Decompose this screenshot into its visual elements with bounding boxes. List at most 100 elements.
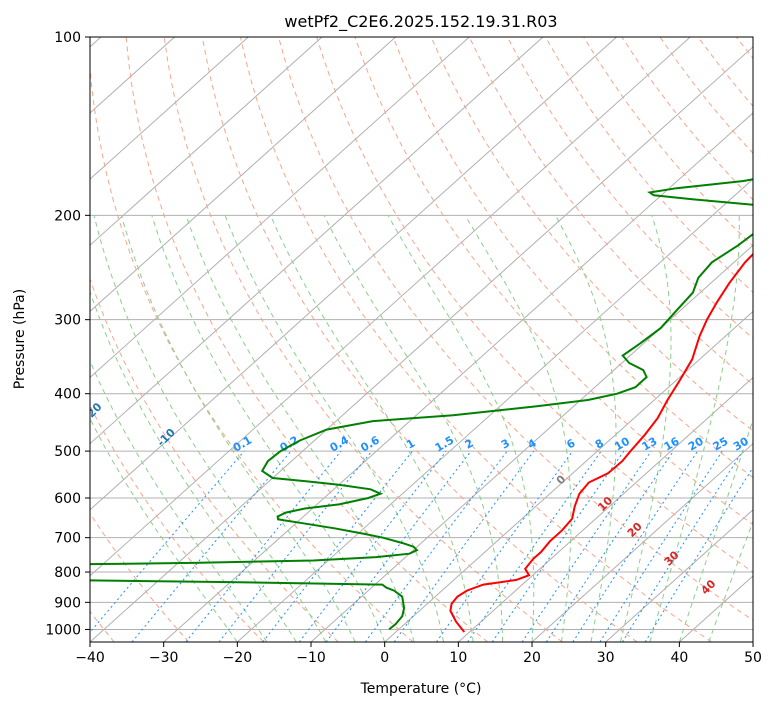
y-tick-label: 500 [54, 444, 81, 460]
mixing-ratio-line [545, 450, 674, 642]
moist-adiabat-line [323, 215, 504, 642]
y-axis-label: Pressure (hPa) [12, 289, 28, 389]
y-tick-label: 100 [54, 30, 81, 46]
isotherm-line [90, 37, 691, 577]
mixing-ratio-line [185, 450, 342, 642]
mixing-ratio-line [393, 450, 535, 642]
moist-adiabat-line [151, 215, 386, 642]
moist-adiabat-line [270, 215, 474, 642]
isotherm-line [90, 37, 396, 312]
mixing-ratio-line [435, 450, 574, 642]
x-tick-label: −10 [296, 650, 326, 666]
moist-adiabat-line [464, 215, 572, 642]
isotherm-line [163, 112, 753, 642]
mixing-ratio-line [521, 450, 652, 642]
dry-adiabat-line [201, 37, 638, 642]
moist-adiabat-line [387, 215, 535, 642]
moist-adiabat-line [708, 520, 753, 642]
moist-adiabat-label: 20 [625, 520, 645, 540]
isotherm-line [752, 641, 753, 642]
dry-adiabat-line [583, 37, 753, 247]
y-tick-label: 400 [54, 387, 81, 403]
isotherm-line [90, 37, 470, 379]
mixing-ratio-line [621, 450, 744, 642]
moist-adiabat-line [120, 215, 356, 642]
axes: −40 −30 −20 −10 0 10 20 30 40 5010020030040050060… [45, 30, 762, 666]
dry-adiabat-line [278, 37, 753, 621]
y-tick-label: 1000 [45, 622, 81, 638]
isotherm-line [90, 37, 249, 180]
isotherm-line [458, 376, 753, 642]
moist-adiabat-line [90, 359, 268, 642]
x-tick-label: 0 [380, 650, 389, 666]
moist-adiabat-line [619, 215, 672, 642]
y-tick-label: 800 [54, 565, 81, 581]
temperature-profile-line [449, 252, 753, 633]
y-tick-label: 200 [54, 208, 81, 224]
dry-adiabat-line [90, 277, 339, 642]
dry-adiabat-line [659, 37, 753, 154]
x-tick-label: 10 [449, 650, 467, 666]
isotherm-line [90, 37, 617, 511]
dry-adiabat-line [90, 62, 414, 642]
dry-adiabat-line [125, 37, 489, 642]
mixing-ratio-line [131, 450, 292, 642]
dry-adiabat-line [240, 37, 713, 642]
dry-adiabat-line [316, 37, 753, 573]
dry-adiabat-line [90, 404, 264, 642]
mixing-ratio-line [644, 466, 753, 642]
dry-adiabat-line [735, 37, 753, 60]
isotherm-line [90, 37, 323, 246]
dewpoint-profile-line [90, 178, 753, 631]
mixing-ratio-line [572, 450, 699, 642]
mixing-ratio-line [325, 450, 472, 642]
mixing-ratio-line [599, 450, 723, 642]
mixing-ratio-label: 2 [463, 437, 476, 452]
moist-adiabat-line [678, 418, 753, 642]
isotherm-line [679, 575, 753, 642]
isotherm-line [90, 46, 753, 642]
moist-adiabat-label: 0 [554, 472, 569, 487]
dry-adiabat-line [90, 512, 190, 642]
x-tick-label: 30 [597, 650, 615, 666]
mixing-ratio-label: 36 [752, 434, 772, 453]
dry-adiabat-label: -10 [155, 426, 178, 449]
isotherm-line [384, 310, 753, 642]
y-tick-label: 600 [54, 491, 81, 507]
moist-adiabat-line [185, 215, 415, 642]
mixing-ratio-line [90, 450, 245, 634]
x-tick-label: 40 [670, 650, 688, 666]
mixing-ratio-label: 1 [404, 437, 417, 452]
x-axis-label: Temperature (°C) [360, 681, 482, 697]
x-tick-label: 50 [744, 650, 762, 666]
isotherm-line [605, 509, 753, 642]
dry-adiabat-line [163, 37, 563, 642]
plot-area: 0.10.20.40.611.52346810131620253036-100-… [81, 37, 772, 642]
y-tick-label: 700 [54, 531, 81, 547]
plot-frame [89, 36, 754, 643]
x-tick-label: 20 [523, 650, 541, 666]
moist-adiabat-line [224, 215, 445, 642]
dry-adiabat-label: -20 [81, 400, 104, 423]
x-tick-label: −20 [223, 650, 253, 666]
mixing-ratio-label: 3 [499, 437, 512, 452]
moist-adiabat-line [90, 417, 238, 642]
dry-adiabat-line [430, 37, 753, 432]
dry-adiabat-line [392, 37, 753, 479]
mixing-ratio-label: 8 [593, 437, 606, 452]
dry-adiabat-line [354, 37, 753, 526]
mixing-ratio-line [364, 450, 508, 642]
dry-adiabat-line [506, 37, 753, 340]
mixing-ratio-line [298, 450, 447, 642]
y-tick-label: 300 [54, 313, 81, 329]
isotherm-line [236, 178, 753, 642]
dry-adiabat-line [545, 37, 753, 294]
chart-title: wetPf2_C2E6.2025.152.19.31.R03 [284, 12, 557, 32]
x-tick-label: −40 [75, 650, 105, 666]
x-tick-label: −30 [149, 650, 179, 666]
isotherm-line [531, 442, 753, 642]
moist-adiabat-line [93, 215, 327, 642]
mixing-ratio-line [467, 450, 602, 642]
isotherm-line [90, 37, 544, 445]
